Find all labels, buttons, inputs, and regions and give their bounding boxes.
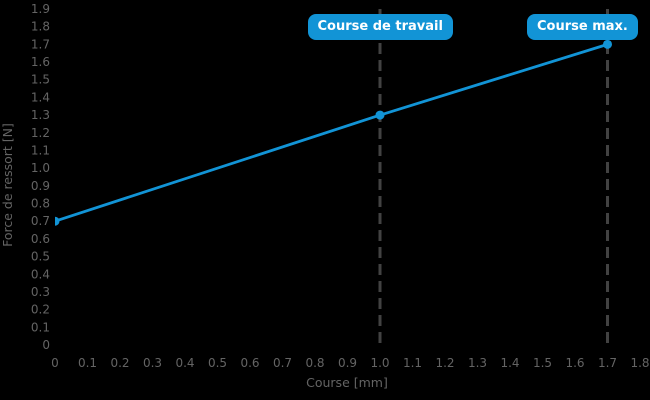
y-tick-label: 0.2 [31, 303, 50, 317]
x-tick-label: 0.5 [208, 356, 227, 370]
x-tick-label: 0.6 [240, 356, 259, 370]
x-tick-label: 0.2 [110, 356, 129, 370]
x-axis-title: Course [mm] [306, 375, 388, 390]
data-point-marker [603, 39, 612, 49]
x-tick-label: 0.7 [273, 356, 292, 370]
y-tick-label: 0.6 [31, 232, 50, 246]
x-tick-label: 1.3 [468, 356, 487, 370]
y-axis-title: Force de ressort [N] [0, 123, 15, 247]
x-tick-labels: 0 0.1 0.2 0.3 0.4 0.5 0.6 0.7 0.8 0.9 1.0 1.1 1.2 1.3… [51, 356, 649, 370]
x-tick-label: 0.4 [175, 356, 194, 370]
x-tick-label: 0.3 [143, 356, 162, 370]
y-tick-label: 0.1 [31, 320, 50, 334]
force-line [55, 43, 608, 223]
x-tick-label: 1.2 [435, 356, 454, 370]
y-tick-label: 0.8 [31, 197, 50, 211]
x-tick-label: 1.7 [598, 356, 617, 370]
annotation-vlines [378, 9, 609, 345]
x-tick-label: 1.8 [630, 356, 649, 370]
y-tick-label: 1.6 [31, 55, 50, 69]
y-tick-labels: 0 0.1 0.2 0.3 0.4 0.5 0.6 0.7 0.8 0.9 1.0 1.1 1.2 1.3… [31, 2, 50, 352]
y-tick-label: 0.3 [31, 285, 50, 299]
y-tick-label: 1.1 [31, 143, 50, 157]
y-tick-label: 1.5 [31, 73, 50, 87]
y-tick-label: 0.5 [31, 250, 50, 264]
x-tick-label: 1.4 [500, 356, 519, 370]
y-tick-label: 1.2 [31, 126, 50, 140]
y-tick-label: 1.0 [31, 161, 50, 175]
x-tick-label: 0.1 [78, 356, 97, 370]
y-tick-label: 1.7 [31, 37, 50, 51]
x-tick-label: 0 [51, 356, 59, 370]
x-tick-label: 1.1 [403, 356, 422, 370]
x-tick-label: 0.8 [305, 356, 324, 370]
y-tick-label: 1.8 [31, 20, 50, 34]
y-tick-label: 0.9 [31, 179, 50, 193]
x-tick-label: 1.6 [565, 356, 584, 370]
x-tick-label: 0.9 [338, 356, 357, 370]
y-tick-label: 0.4 [31, 267, 50, 281]
y-tick-label: 1.4 [31, 90, 50, 104]
y-tick-label: 0.7 [31, 214, 50, 228]
line-series [55, 39, 612, 226]
y-tick-label: 1.9 [31, 2, 50, 16]
data-point-marker [375, 110, 385, 120]
x-tick-label: 1.0 [370, 356, 389, 370]
y-tick-label: 1.3 [31, 108, 50, 122]
data-point-marker [55, 216, 60, 226]
x-tick-label: 1.5 [533, 356, 552, 370]
y-tick-label: 0 [42, 338, 50, 352]
